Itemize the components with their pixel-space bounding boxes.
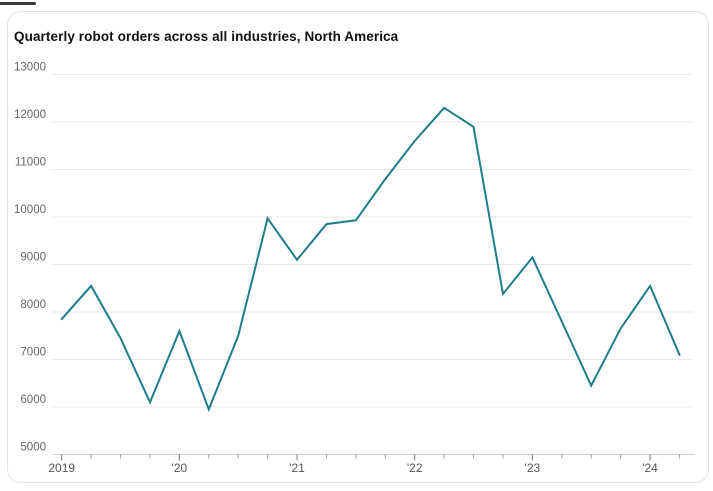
y-tick-label: 12000 — [14, 109, 46, 121]
y-tick-label: 6000 — [20, 394, 46, 406]
x-year-label: 2019 — [48, 461, 75, 475]
chart-card — [7, 11, 709, 483]
x-year-label: '20 — [172, 461, 188, 475]
x-year-label: '23 — [525, 461, 541, 475]
chart-title: Quarterly robot orders across all indust… — [14, 29, 399, 44]
x-year-label: '22 — [407, 461, 423, 475]
data-line-robot-orders — [60, 106, 681, 413]
y-tick-label: 10000 — [14, 204, 46, 216]
y-tick-label: 13000 — [14, 62, 46, 74]
y-tick-label: 9000 — [20, 252, 46, 264]
y-tick-label: 7000 — [20, 347, 46, 359]
screen-edge-artifact — [0, 2, 36, 5]
x-year-label: '21 — [289, 461, 305, 475]
y-tick-label: 5000 — [20, 442, 46, 454]
y-tick-label: 8000 — [20, 299, 46, 311]
y-tick-label: 11000 — [15, 157, 46, 169]
x-year-label: '24 — [642, 461, 658, 475]
